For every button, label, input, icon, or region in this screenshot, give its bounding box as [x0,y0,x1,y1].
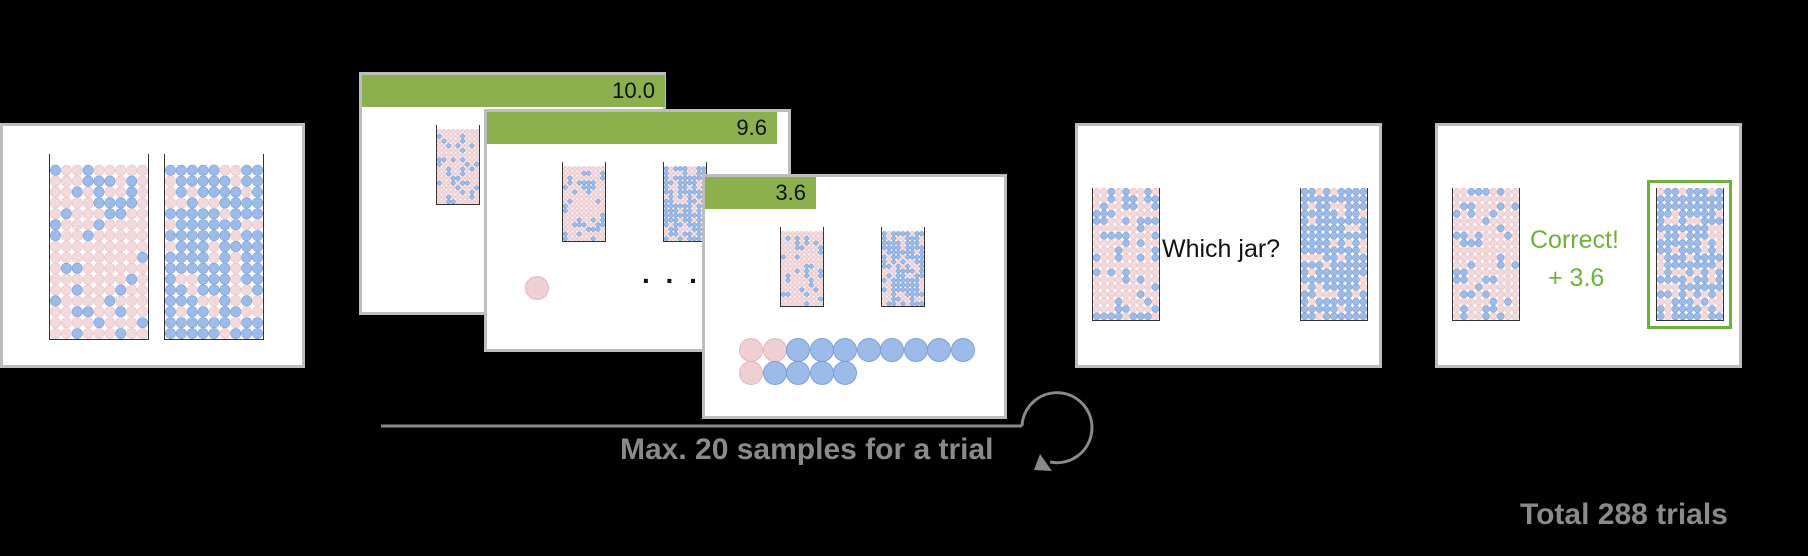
pink-majority-jar [1092,188,1160,321]
timer-bar-3: 3.6 [705,177,816,209]
pink-sample-ball [525,276,549,300]
blue-majority-jar [881,227,925,307]
timer-bar-1: 10.0 [362,75,665,107]
blue-majority-jar [1656,188,1724,321]
pink-majority-jar [436,125,480,205]
pink-sample-ball [739,338,763,362]
pink-majority-jar [780,227,824,307]
sampled-balls [735,338,995,398]
jars-intro-panel [0,123,305,368]
selected-jar-highlight [1647,180,1732,329]
feedback-screen: Correct! + 3.6 [1435,123,1742,368]
sampling-screen-3: 3.6 [702,174,1007,419]
pink-majority-jar [49,154,149,340]
total-trials-caption: Total 288 trials [1520,498,1728,531]
blue-majority-jar [1300,188,1368,321]
blue-sample-ball [950,338,975,362]
ellipsis: . . . [642,258,701,289]
which-jar-question: Which jar? [1162,235,1281,263]
timer-bar-2: 9.6 [487,112,777,144]
pink-sample-ball [739,361,763,385]
reward-text: + 3.6 [1548,264,1605,292]
blue-sample-ball [880,338,904,362]
pink-majority-jar [1452,188,1520,321]
blue-sample-ball [809,361,834,385]
blue-sample-ball [809,338,834,362]
blue-majority-jar [164,154,264,340]
correct-text: Correct! [1530,226,1619,254]
blue-sample-ball [833,361,857,385]
loop-caption: Max. 20 samples for a trial [620,433,994,466]
choice-screen: Which jar? [1075,123,1382,368]
pink-majority-jar [562,162,606,242]
